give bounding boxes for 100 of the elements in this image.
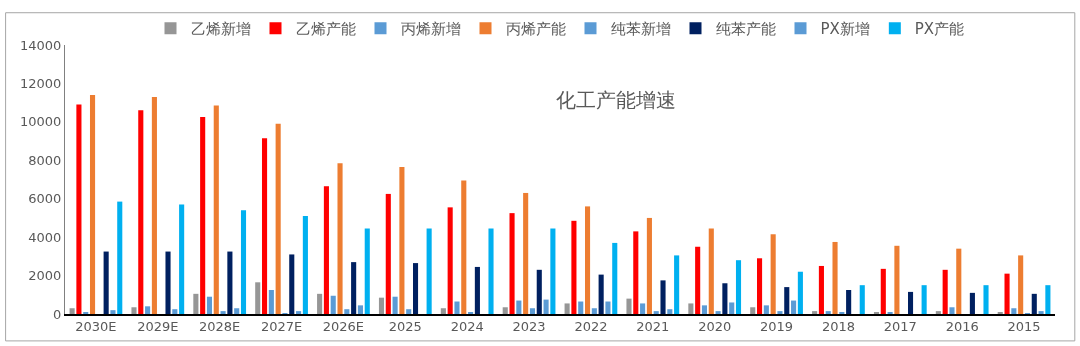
bar — [151, 96, 157, 314]
x-tick-label: 2016 — [945, 319, 979, 335]
bar — [1011, 308, 1017, 314]
bar — [797, 271, 803, 314]
bar — [550, 228, 556, 314]
bar — [729, 302, 735, 314]
bar — [722, 283, 728, 314]
bar — [138, 110, 144, 314]
bar — [715, 311, 721, 314]
bar — [1031, 293, 1037, 314]
bar — [640, 303, 646, 314]
bar — [406, 309, 412, 314]
y-tick-label: 10000 — [20, 114, 62, 130]
bar — [110, 310, 116, 314]
bar — [145, 306, 151, 314]
bar — [695, 246, 701, 314]
bar — [921, 285, 927, 314]
bar — [200, 117, 206, 314]
bar — [935, 311, 941, 314]
bar — [275, 123, 281, 314]
bar — [667, 309, 673, 314]
bar — [584, 206, 591, 314]
bar — [846, 289, 852, 314]
bar — [543, 299, 549, 314]
bar — [344, 309, 350, 314]
bar — [529, 308, 536, 314]
bar — [956, 248, 962, 314]
legend-label: 乙烯产能 — [295, 20, 356, 39]
bar — [536, 269, 542, 314]
bar — [660, 280, 666, 314]
bar — [392, 296, 398, 314]
y-tick-label: 2000 — [28, 268, 62, 284]
bar — [69, 308, 75, 314]
bar — [756, 258, 763, 314]
bar — [578, 301, 584, 314]
bar — [605, 301, 611, 314]
bar — [206, 296, 213, 314]
y-tick-label: 4000 — [28, 229, 62, 245]
x-tick-label: 2023 — [512, 319, 546, 335]
bar — [894, 245, 900, 314]
bar — [268, 289, 274, 314]
bar — [612, 242, 618, 314]
x-tick-label: 2021 — [636, 319, 670, 335]
x-tick-label: 2029E — [137, 319, 179, 335]
x-tick-label: 2020 — [698, 319, 732, 335]
legend-label: 纯苯新增 — [610, 20, 671, 39]
y-tick-label: 14000 — [20, 37, 62, 53]
bar — [763, 305, 769, 314]
bar — [172, 309, 178, 314]
bar — [1018, 255, 1024, 314]
bar — [131, 307, 137, 314]
bar — [474, 266, 480, 314]
legend-label: 纯苯产能 — [715, 20, 776, 39]
bar — [502, 307, 508, 314]
bar — [708, 228, 714, 314]
x-tick-label: 2026E — [322, 319, 365, 335]
bar — [784, 287, 790, 314]
bar — [220, 311, 226, 314]
bar — [357, 305, 364, 314]
bar — [859, 285, 865, 314]
bar — [317, 293, 323, 314]
bar — [598, 274, 604, 314]
text: 化工产能增速 — [555, 88, 676, 113]
bar — [653, 311, 659, 314]
bar — [412, 263, 419, 314]
bar — [907, 291, 914, 314]
x-tick-label: 2025 — [388, 319, 422, 335]
bar — [296, 311, 302, 314]
bar — [969, 292, 975, 314]
bar — [76, 104, 82, 314]
bar — [516, 300, 522, 314]
bar — [591, 308, 597, 314]
y-tick-label: 0 — [53, 306, 62, 322]
bar — [1045, 285, 1051, 314]
legend-label: 丙烯新增 — [400, 20, 461, 39]
bar — [165, 251, 171, 314]
legend-label: 丙烯产能 — [505, 20, 566, 39]
bar — [426, 228, 432, 314]
bar — [880, 268, 886, 314]
bar — [240, 210, 247, 314]
x-tick-label: 2022 — [574, 319, 608, 335]
bar — [523, 192, 529, 314]
x-tick-label: 2019 — [760, 319, 794, 335]
bar — [103, 251, 109, 314]
bar — [454, 301, 460, 314]
bar — [117, 201, 123, 314]
bar — [949, 307, 955, 314]
bar — [646, 217, 652, 314]
x-tick-label: 2015 — [1007, 319, 1041, 335]
y-tick-label: 6000 — [28, 191, 62, 207]
bar — [750, 307, 756, 314]
x-tick-label: 2018 — [821, 319, 855, 335]
bar — [942, 269, 948, 314]
bar — [89, 94, 96, 314]
legend-label: PX产能 — [914, 20, 965, 39]
bar — [564, 303, 570, 314]
x-tick-label: 2017 — [883, 319, 917, 335]
bar — [399, 167, 405, 314]
bar — [832, 241, 838, 314]
bar — [633, 231, 639, 314]
